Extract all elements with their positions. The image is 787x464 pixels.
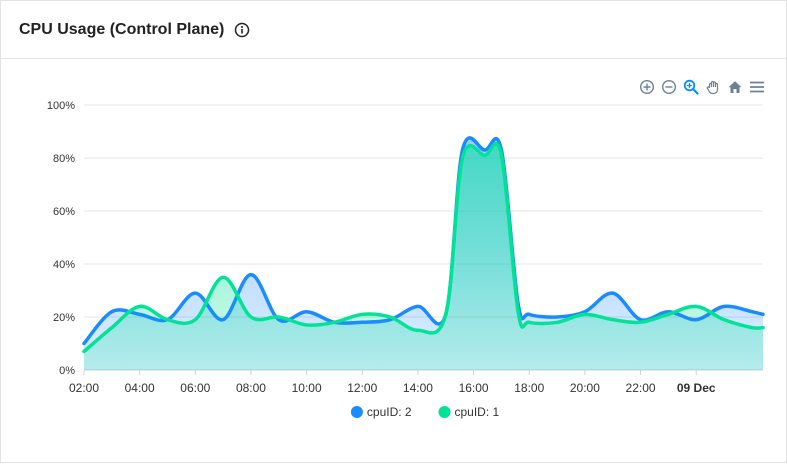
x-tick-label: 16:00: [459, 381, 489, 395]
x-tick-label: 02:00: [69, 381, 99, 395]
x-tick-label: 04:00: [125, 381, 155, 395]
x-tick-label: 09 Dec: [677, 381, 716, 395]
legend-label[interactable]: cpuID: 1: [455, 405, 500, 419]
y-tick-label: 20%: [53, 312, 75, 324]
card-title: CPU Usage (Control Plane): [19, 20, 225, 38]
x-tick-label: 12:00: [347, 381, 377, 395]
series-area-1: [84, 137, 763, 370]
x-tick-label: 14:00: [403, 381, 433, 395]
x-tick-label: 22:00: [626, 381, 656, 395]
y-tick-label: 40%: [53, 259, 75, 271]
legend-marker[interactable]: [438, 406, 451, 418]
y-tick-label: 60%: [53, 206, 75, 218]
zoom-in-icon[interactable]: [639, 79, 655, 95]
y-tick-label: 100%: [47, 100, 75, 112]
x-tick-label: 10:00: [292, 381, 322, 395]
chart-toolbar: [639, 79, 765, 95]
info-circle-icon[interactable]: [234, 22, 250, 38]
y-tick-label: 0%: [59, 365, 75, 377]
y-tick-label: 80%: [53, 153, 75, 165]
card-header: CPU Usage (Control Plane): [1, 1, 786, 59]
series-line-2[interactable]: [82, 142, 765, 354]
x-tick-label: 08:00: [236, 381, 266, 395]
x-tick-label: 18:00: [514, 381, 544, 395]
x-tick-label: 20:00: [570, 381, 600, 395]
series-area-2: [84, 143, 763, 370]
legend-marker[interactable]: [350, 406, 363, 418]
x-tick-label: 06:00: [180, 381, 210, 395]
menu-icon[interactable]: [749, 79, 765, 95]
reset-home-icon[interactable]: [727, 79, 743, 95]
pan-hand-icon[interactable]: [705, 79, 721, 95]
selection-zoom-icon[interactable]: [683, 79, 699, 95]
zoom-out-icon[interactable]: [661, 79, 677, 95]
legend-label[interactable]: cpuID: 2: [367, 405, 412, 419]
